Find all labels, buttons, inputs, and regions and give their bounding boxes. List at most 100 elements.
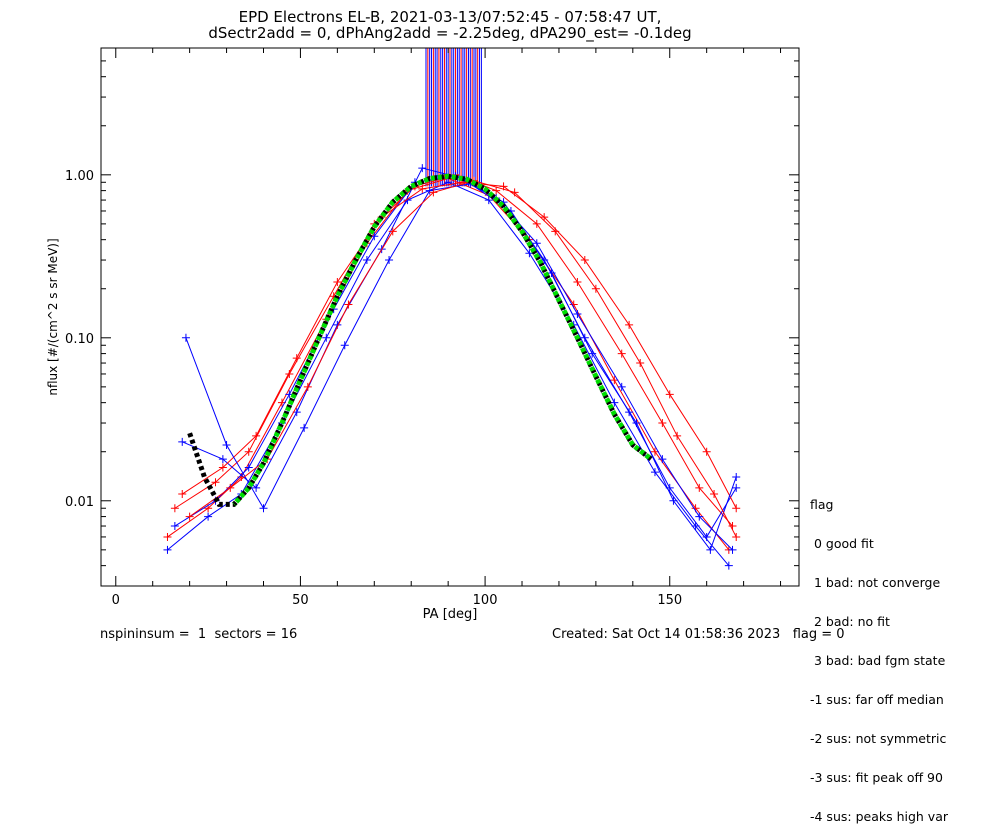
footer-spin-info: nspininsum = 1 sectors = 16	[100, 627, 298, 642]
series-point	[259, 504, 268, 513]
series-point	[625, 320, 634, 329]
series-point	[484, 196, 493, 205]
series-point	[669, 496, 678, 505]
series-point	[170, 522, 179, 531]
series-point	[532, 239, 541, 248]
series-line-7	[189, 180, 737, 538]
fit-curve-green	[232, 173, 653, 507]
series-point	[658, 455, 667, 464]
series-line-4	[182, 167, 737, 538]
x-tick-label: 0	[112, 593, 120, 608]
series-point	[728, 522, 737, 531]
plot-frame	[100, 47, 800, 587]
series-point	[702, 447, 711, 456]
legend-item-7: -4 sus: peaks high var	[810, 809, 949, 824]
series-point	[204, 512, 213, 521]
series-point	[222, 440, 231, 449]
chart-title-line2: dSectr2add = 0, dPhAng2add = -2.25deg, d…	[208, 24, 692, 42]
series-point	[333, 277, 342, 286]
legend-item-6: -3 sus: fit peak off 90	[810, 770, 943, 785]
series-point	[344, 300, 353, 309]
series-point	[632, 419, 641, 428]
series-point	[163, 545, 172, 554]
saturated-spikes	[425, 48, 482, 187]
series-point	[695, 512, 704, 521]
series-point	[636, 359, 645, 368]
series-point	[617, 349, 626, 358]
series-point	[244, 463, 253, 472]
series-point	[178, 490, 187, 499]
series-point	[525, 249, 534, 258]
y-tick-label: 0.01	[65, 495, 94, 510]
series-point	[650, 468, 659, 477]
series-point	[418, 184, 427, 193]
series-point	[425, 186, 434, 195]
legend-item-1: 1 bad: not converge	[810, 575, 941, 590]
series-point	[388, 227, 397, 236]
series-point	[547, 268, 556, 277]
series-point	[170, 504, 179, 513]
series-point	[706, 545, 715, 554]
series-point	[610, 398, 619, 407]
series-point	[732, 483, 741, 492]
series-point	[181, 333, 190, 342]
series-point	[300, 423, 309, 432]
series-line-1	[167, 181, 730, 566]
series-point	[252, 483, 261, 492]
series-point	[710, 490, 719, 499]
series-point	[673, 431, 682, 440]
legend-title: flag	[810, 497, 834, 512]
series-point	[617, 382, 626, 391]
series-point	[244, 447, 253, 456]
legend-item-0: 0 good fit	[810, 536, 874, 551]
series-point	[591, 284, 600, 293]
series-point	[218, 455, 227, 464]
series-layer	[163, 164, 741, 570]
series-point	[658, 419, 667, 428]
series-point	[226, 483, 235, 492]
x-tick-label: 50	[292, 593, 309, 608]
series-point	[580, 333, 589, 342]
footer-created-info: Created: Sat Oct 14 01:58:36 2023 flag =…	[552, 627, 845, 642]
series-point	[218, 463, 227, 472]
legend-item-5: -2 sus: not symmetric	[810, 731, 947, 746]
series-point	[492, 186, 501, 195]
series-point	[322, 333, 331, 342]
series-point	[732, 472, 741, 481]
legend-item-4: -1 sus: far off median	[810, 692, 944, 707]
series-point	[429, 188, 438, 197]
x-axis: 0 50 100 150	[112, 48, 782, 608]
series-point	[292, 354, 301, 363]
series-line-0	[167, 177, 730, 551]
series-point	[510, 188, 519, 197]
series-point	[540, 213, 549, 222]
series-point	[532, 219, 541, 228]
series-point	[588, 349, 597, 358]
x-axis-label: PA [deg]	[423, 607, 478, 622]
series-point	[580, 256, 589, 265]
series-point	[551, 227, 560, 236]
series-point	[573, 309, 582, 318]
series-point	[211, 478, 220, 487]
x-tick-label: 150	[657, 593, 682, 608]
series-point	[573, 277, 582, 286]
y-tick-label: 1.00	[65, 169, 94, 184]
series-point	[724, 561, 733, 570]
series-point	[362, 256, 371, 265]
series-point	[665, 390, 674, 399]
y-axis-label: nflux [#/(cm^2 s sr MeV)]	[46, 238, 60, 395]
flag-legend: flag 0 good fit 1 bad: not converge 2 ba…	[810, 472, 948, 836]
chart-title-line1: EPD Electrons EL-B, 2021-03-13/07:52:45 …	[238, 8, 662, 26]
series-point	[695, 483, 704, 492]
series-point	[340, 341, 349, 350]
series-point	[252, 431, 261, 440]
series-point	[732, 532, 741, 541]
series-point	[418, 164, 427, 173]
series-point	[610, 376, 619, 385]
series-line-3	[174, 175, 733, 551]
fit-curve	[187, 173, 653, 507]
y-axis: 0.01 0.10 1.00	[65, 47, 799, 587]
series-point	[702, 532, 711, 541]
series-point	[185, 512, 194, 521]
series-point	[163, 532, 172, 541]
